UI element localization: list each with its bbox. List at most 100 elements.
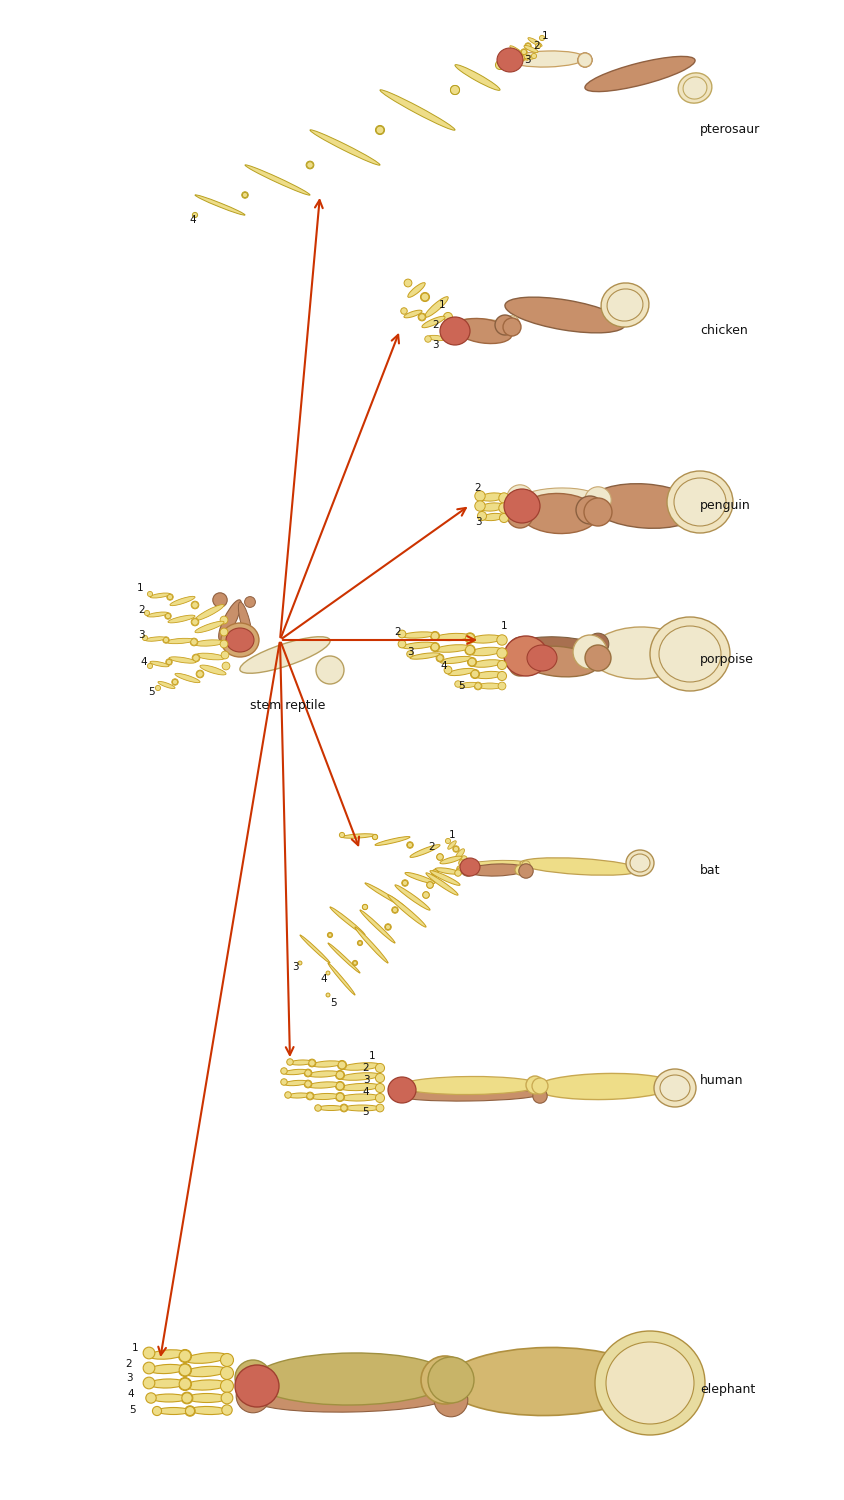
Ellipse shape	[384, 924, 391, 930]
Ellipse shape	[443, 312, 452, 321]
Ellipse shape	[525, 44, 530, 48]
Ellipse shape	[503, 636, 548, 676]
Ellipse shape	[409, 844, 440, 858]
Text: stem reptile: stem reptile	[250, 699, 325, 711]
Ellipse shape	[284, 1092, 291, 1098]
Ellipse shape	[447, 842, 456, 849]
Ellipse shape	[308, 1059, 316, 1066]
Text: 5: 5	[362, 1107, 369, 1118]
Ellipse shape	[509, 51, 523, 60]
Ellipse shape	[236, 1378, 269, 1413]
Ellipse shape	[518, 864, 533, 877]
Ellipse shape	[407, 843, 412, 848]
Ellipse shape	[506, 57, 512, 63]
Text: 4: 4	[441, 662, 446, 670]
Ellipse shape	[445, 839, 450, 843]
Ellipse shape	[165, 612, 171, 620]
Text: 1: 1	[438, 300, 445, 310]
Ellipse shape	[163, 638, 169, 642]
Ellipse shape	[531, 54, 536, 58]
Ellipse shape	[577, 53, 592, 68]
Ellipse shape	[352, 960, 357, 966]
Ellipse shape	[178, 1377, 192, 1390]
Ellipse shape	[230, 632, 249, 650]
Ellipse shape	[477, 512, 486, 520]
Text: 2: 2	[126, 1359, 133, 1370]
Ellipse shape	[179, 1364, 191, 1376]
Ellipse shape	[473, 682, 481, 690]
Ellipse shape	[674, 478, 725, 526]
Ellipse shape	[497, 682, 506, 690]
Ellipse shape	[372, 834, 377, 840]
Ellipse shape	[305, 1080, 311, 1088]
Ellipse shape	[158, 681, 175, 688]
Ellipse shape	[404, 873, 435, 883]
Text: 2: 2	[533, 40, 539, 51]
Ellipse shape	[143, 636, 148, 640]
Ellipse shape	[196, 670, 203, 678]
Ellipse shape	[233, 633, 247, 646]
Ellipse shape	[431, 870, 438, 876]
Ellipse shape	[288, 1094, 310, 1098]
Ellipse shape	[680, 74, 708, 102]
Ellipse shape	[147, 612, 168, 616]
Ellipse shape	[628, 852, 650, 874]
Ellipse shape	[587, 633, 608, 656]
Ellipse shape	[305, 1070, 311, 1077]
Ellipse shape	[392, 1088, 407, 1101]
Ellipse shape	[197, 670, 203, 678]
Ellipse shape	[452, 846, 458, 852]
Ellipse shape	[398, 630, 405, 638]
Ellipse shape	[326, 970, 329, 975]
Ellipse shape	[187, 1394, 227, 1402]
Ellipse shape	[192, 213, 197, 217]
Ellipse shape	[298, 962, 301, 964]
Ellipse shape	[533, 1089, 547, 1102]
Ellipse shape	[195, 604, 224, 621]
Ellipse shape	[284, 1070, 307, 1074]
Ellipse shape	[375, 1074, 384, 1083]
Ellipse shape	[326, 993, 329, 998]
Ellipse shape	[457, 682, 478, 687]
Ellipse shape	[519, 646, 598, 676]
Ellipse shape	[235, 1365, 279, 1407]
Ellipse shape	[375, 837, 409, 846]
Ellipse shape	[385, 924, 390, 930]
Ellipse shape	[409, 652, 440, 658]
Ellipse shape	[426, 882, 433, 888]
Ellipse shape	[420, 292, 429, 302]
Text: human: human	[699, 1074, 743, 1086]
Ellipse shape	[658, 1072, 690, 1104]
Ellipse shape	[387, 896, 425, 927]
Ellipse shape	[329, 908, 365, 934]
Ellipse shape	[342, 1062, 380, 1071]
Ellipse shape	[192, 602, 198, 609]
Ellipse shape	[196, 652, 225, 660]
Ellipse shape	[147, 663, 153, 669]
Ellipse shape	[143, 1347, 154, 1359]
Ellipse shape	[479, 494, 503, 501]
Ellipse shape	[340, 1104, 347, 1112]
Ellipse shape	[245, 165, 310, 195]
Ellipse shape	[435, 645, 469, 652]
Ellipse shape	[252, 1384, 451, 1411]
Ellipse shape	[354, 927, 387, 963]
Text: 4: 4	[362, 1088, 369, 1096]
Ellipse shape	[428, 336, 445, 340]
Ellipse shape	[519, 858, 639, 874]
Ellipse shape	[527, 645, 556, 670]
Ellipse shape	[653, 1070, 695, 1107]
Ellipse shape	[365, 884, 404, 908]
Text: 4: 4	[189, 214, 196, 225]
Ellipse shape	[392, 906, 398, 914]
Ellipse shape	[606, 286, 642, 322]
Ellipse shape	[440, 316, 469, 345]
Ellipse shape	[504, 316, 518, 330]
Text: 3: 3	[474, 518, 481, 526]
Ellipse shape	[178, 1350, 192, 1362]
Ellipse shape	[308, 1059, 315, 1066]
Ellipse shape	[240, 636, 330, 674]
Ellipse shape	[149, 1365, 185, 1374]
Ellipse shape	[464, 645, 474, 656]
Ellipse shape	[497, 660, 506, 669]
